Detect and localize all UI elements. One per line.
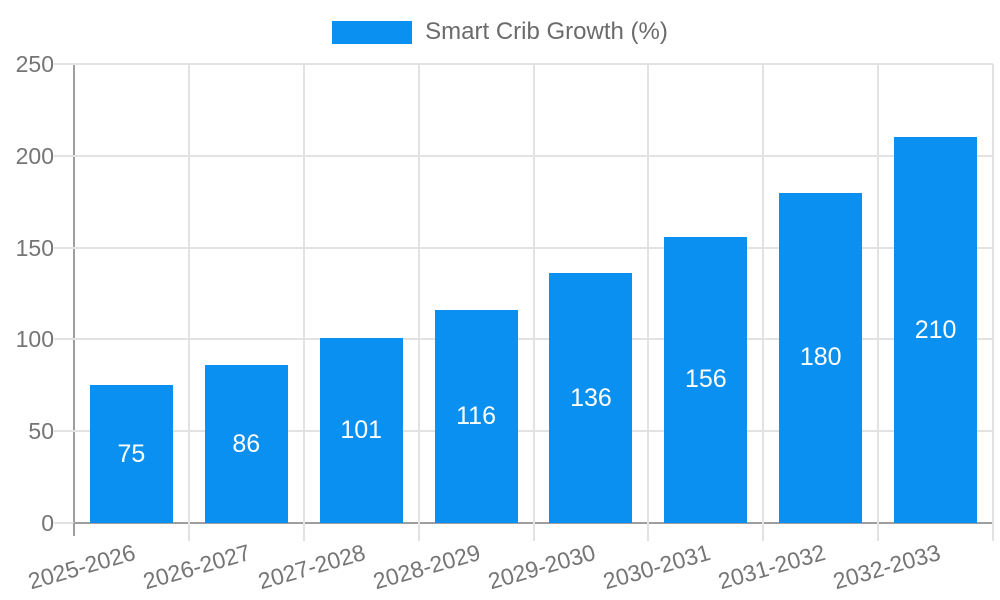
bar-2025-2026: 75 (89, 385, 173, 523)
bar-value-label: 86 (232, 429, 261, 458)
bar-2030-2031: 156 (664, 236, 748, 523)
bar-2026-2027: 86 (204, 365, 288, 523)
x-axis-category-label: 2029-2030 (485, 539, 599, 595)
gridline-vertical (647, 64, 650, 523)
bar-2031-2032: 180 (779, 192, 863, 523)
bar-2028-2029: 116 (434, 310, 518, 523)
x-axis-tick (187, 523, 190, 541)
plot-area: 0 50 100 150 200 250 75 2025-2026 86 2026-2027 101… (16, 51, 994, 594)
bar-value-label: 75 (117, 439, 146, 468)
x-axis-tick (417, 523, 420, 541)
x-axis-tick (532, 523, 535, 541)
bar-value-label: 116 (456, 402, 496, 430)
gridline-vertical (992, 64, 994, 523)
y-axis-tick (54, 63, 74, 65)
x-axis-category-label: 2027-2028 (255, 539, 369, 595)
y-axis-tick (54, 246, 74, 249)
x-axis-category-label: 2026-2027 (140, 539, 254, 595)
legend-label: Smart Crib Growth (%) (425, 18, 668, 45)
gridline-vertical (877, 64, 880, 523)
gridline-vertical (417, 64, 420, 523)
legend[interactable]: Smart Crib Growth (%) (0, 18, 1000, 46)
bar-2029-2030: 136 (549, 273, 633, 523)
gridline-vertical (762, 64, 765, 523)
x-axis-category-label: 2025-2026 (25, 539, 139, 595)
gridline-vertical (187, 64, 190, 523)
y-axis-tick-label: 250 (15, 51, 54, 77)
x-axis-tick (302, 523, 305, 541)
y-axis-tick-label: 150 (15, 234, 54, 261)
y-axis-tick (54, 522, 74, 524)
y-axis-tick-label: 50 (28, 418, 54, 445)
x-axis-tick (647, 523, 650, 541)
x-axis-tick (992, 523, 994, 541)
y-axis-tick (54, 338, 74, 341)
bar-value-label: 101 (340, 415, 383, 444)
bar-2027-2028: 101 (319, 337, 403, 523)
x-axis-tick (73, 523, 75, 536)
bar-value-label: 180 (799, 343, 842, 372)
bar-value-label: 210 (914, 315, 957, 344)
legend-swatch (332, 20, 413, 44)
gridline-vertical (532, 64, 535, 523)
y-axis-tick (54, 430, 74, 433)
x-axis-category-label: 2028-2029 (370, 539, 484, 595)
y-axis-tick-label: 0 (41, 510, 54, 536)
bar-value-label: 156 (684, 365, 727, 394)
bar-value-label: 136 (570, 383, 612, 412)
y-axis-tick-label: 100 (15, 326, 54, 353)
y-axis-tick-label: 200 (15, 142, 54, 169)
x-axis-category-label: 2030-2031 (600, 539, 713, 595)
y-axis-tick (54, 154, 74, 157)
x-axis-tick (877, 523, 880, 541)
x-axis-category-label: 2031-2032 (714, 539, 828, 595)
x-axis-category-label: 2032-2033 (829, 539, 943, 595)
x-axis-tick (762, 523, 765, 541)
y-axis-line (73, 64, 75, 523)
gridline-vertical (302, 64, 305, 523)
bar-2032-2033: 210 (894, 137, 978, 523)
